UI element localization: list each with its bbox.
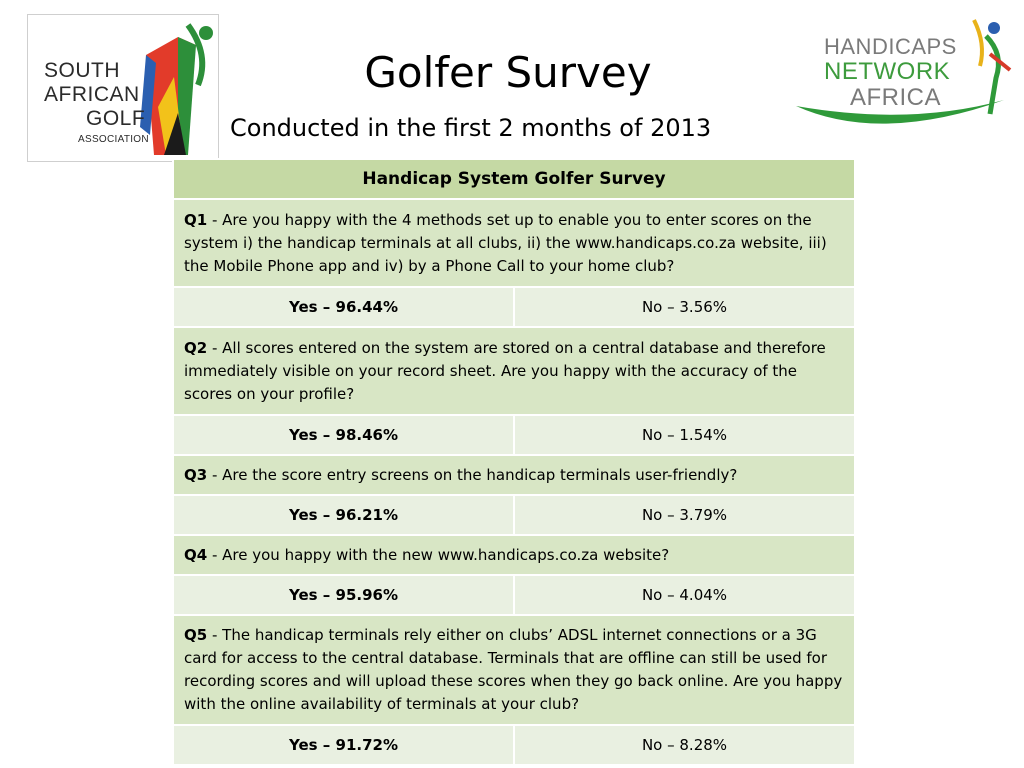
saga-logo: SOUTH AFRICAN GOLF ASSOCIATION	[27, 14, 219, 162]
question-row: Q4 - Are you happy with the new www.hand…	[172, 534, 856, 576]
question-text: - Are you happy with the 4 methods set u…	[184, 210, 827, 275]
answer-yes: Yes – 98.46%	[172, 414, 515, 456]
question-cell: Q4 - Are you happy with the new www.hand…	[172, 534, 856, 576]
hna-logo-line-3: AFRICA	[850, 84, 942, 111]
hna-logo: HANDICAPS NETWORK AFRICA	[790, 14, 1018, 134]
question-number: Q4	[184, 545, 208, 564]
answer-row: Yes – 96.44% No – 3.56%	[172, 286, 856, 328]
answer-no: No – 4.04%	[513, 574, 856, 616]
saga-logo-line-1: SOUTH	[44, 59, 120, 82]
answer-row: Yes – 98.46% No – 1.54%	[172, 414, 856, 456]
question-text: - Are the score entry screens on the han…	[207, 465, 738, 484]
question-cell: Q3 - Are the score entry screens on the …	[172, 454, 856, 496]
question-number: Q2	[184, 338, 208, 357]
answer-row: Yes – 96.21% No – 3.79%	[172, 494, 856, 536]
answer-row: Yes – 91.72% No – 8.28%	[172, 724, 856, 766]
question-text: - Are you happy with the new www.handica…	[207, 545, 670, 564]
question-text: - The handicap terminals rely either on …	[184, 626, 843, 713]
survey-table: Handicap System Golfer Survey Q1 - Are y…	[172, 158, 856, 766]
slide-title: Golfer Survey	[364, 48, 652, 97]
answer-yes: Yes – 91.72%	[172, 724, 515, 766]
answer-yes: Yes – 95.96%	[172, 574, 515, 616]
question-row: Q5 - The handicap terminals rely either …	[172, 614, 856, 726]
answer-yes: Yes – 96.21%	[172, 494, 515, 536]
hna-golfer-swoosh-logo	[796, 19, 1012, 124]
answer-row: Yes – 95.96% No – 4.04%	[172, 574, 856, 616]
answer-no: No – 3.56%	[513, 286, 856, 328]
question-cell: Q2 - All scores entered on the system ar…	[172, 326, 856, 416]
answer-no: No – 1.54%	[513, 414, 856, 456]
question-cell: Q5 - The handicap terminals rely either …	[172, 614, 856, 726]
question-row: Q1 - Are you happy with the 4 methods se…	[172, 198, 856, 288]
table-header-row: Handicap System Golfer Survey	[172, 158, 856, 200]
saga-logo-line-4: ASSOCIATION	[78, 134, 149, 145]
hna-logo-line-2: NETWORK	[824, 58, 951, 85]
answer-no: No – 3.79%	[513, 494, 856, 536]
saga-golfer-flag-logo	[140, 23, 213, 155]
hna-logo-line-1: HANDICAPS	[824, 34, 957, 59]
answer-yes: Yes – 96.44%	[172, 286, 515, 328]
slide-subtitle: Conducted in the first 2 months of 2013	[230, 114, 712, 142]
saga-logo-line-3: GOLF	[86, 107, 146, 130]
saga-logo-line-2: AFRICAN	[44, 83, 140, 106]
answer-no: No – 8.28%	[513, 724, 856, 766]
question-number: Q3	[184, 465, 208, 484]
question-text: - All scores entered on the system are s…	[184, 338, 826, 403]
question-row: Q2 - All scores entered on the system ar…	[172, 326, 856, 416]
question-row: Q3 - Are the score entry screens on the …	[172, 454, 856, 496]
question-number: Q1	[184, 210, 208, 229]
table-header: Handicap System Golfer Survey	[172, 158, 856, 200]
question-number: Q5	[184, 626, 208, 644]
question-cell: Q1 - Are you happy with the 4 methods se…	[172, 198, 856, 288]
